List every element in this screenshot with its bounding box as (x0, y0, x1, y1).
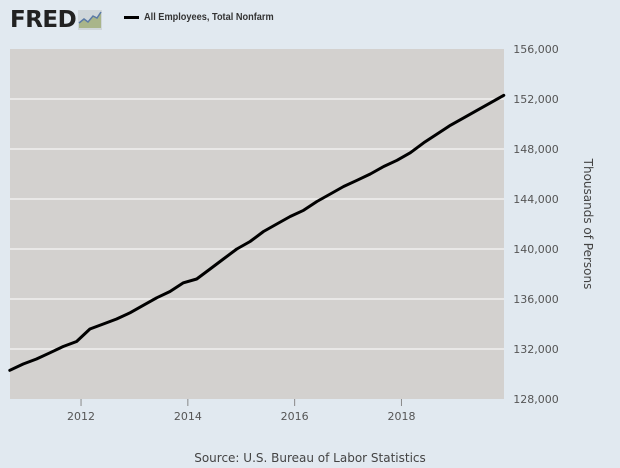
chart-legend: All Employees, Total Nonfarm (124, 12, 285, 23)
x-tick-label: 2014 (174, 410, 202, 423)
y-tick-label: 152,000 (513, 93, 559, 106)
legend-label: All Employees, Total Nonfarm (144, 12, 274, 23)
line-chart[interactable]: 128,000 132,000 136,000 140,000 144,000 148,0… (0, 0, 620, 450)
y-tick-label: 136,000 (513, 293, 559, 306)
plot-area (10, 49, 504, 399)
chart-header: FRED All Employees, Total Nonfarm (0, 0, 620, 40)
series-line-total-nonfarm (8, 93, 506, 372)
y-tick-label: 148,000 (513, 143, 559, 156)
line-chart-icon (78, 10, 103, 30)
source-note: Source: U.S. Bureau of Labor Statistics (194, 451, 426, 465)
legend-swatch (124, 16, 139, 19)
y-axis-label: Thousands of Persons (581, 158, 595, 290)
y-tick-label: 132,000 (513, 343, 559, 356)
y-tick-label: 144,000 (513, 193, 559, 206)
y-tick-label: 156,000 (513, 43, 559, 56)
x-tick-label: 2012 (67, 410, 95, 423)
x-tick-label: 2018 (387, 410, 415, 423)
fred-logo[interactable]: FRED (10, 6, 103, 34)
logo-text: FRED (10, 7, 77, 33)
x-tick-label: 2016 (281, 410, 309, 423)
y-tick-label: 140,000 (513, 243, 559, 256)
y-tick-label: 128,000 (513, 393, 559, 406)
